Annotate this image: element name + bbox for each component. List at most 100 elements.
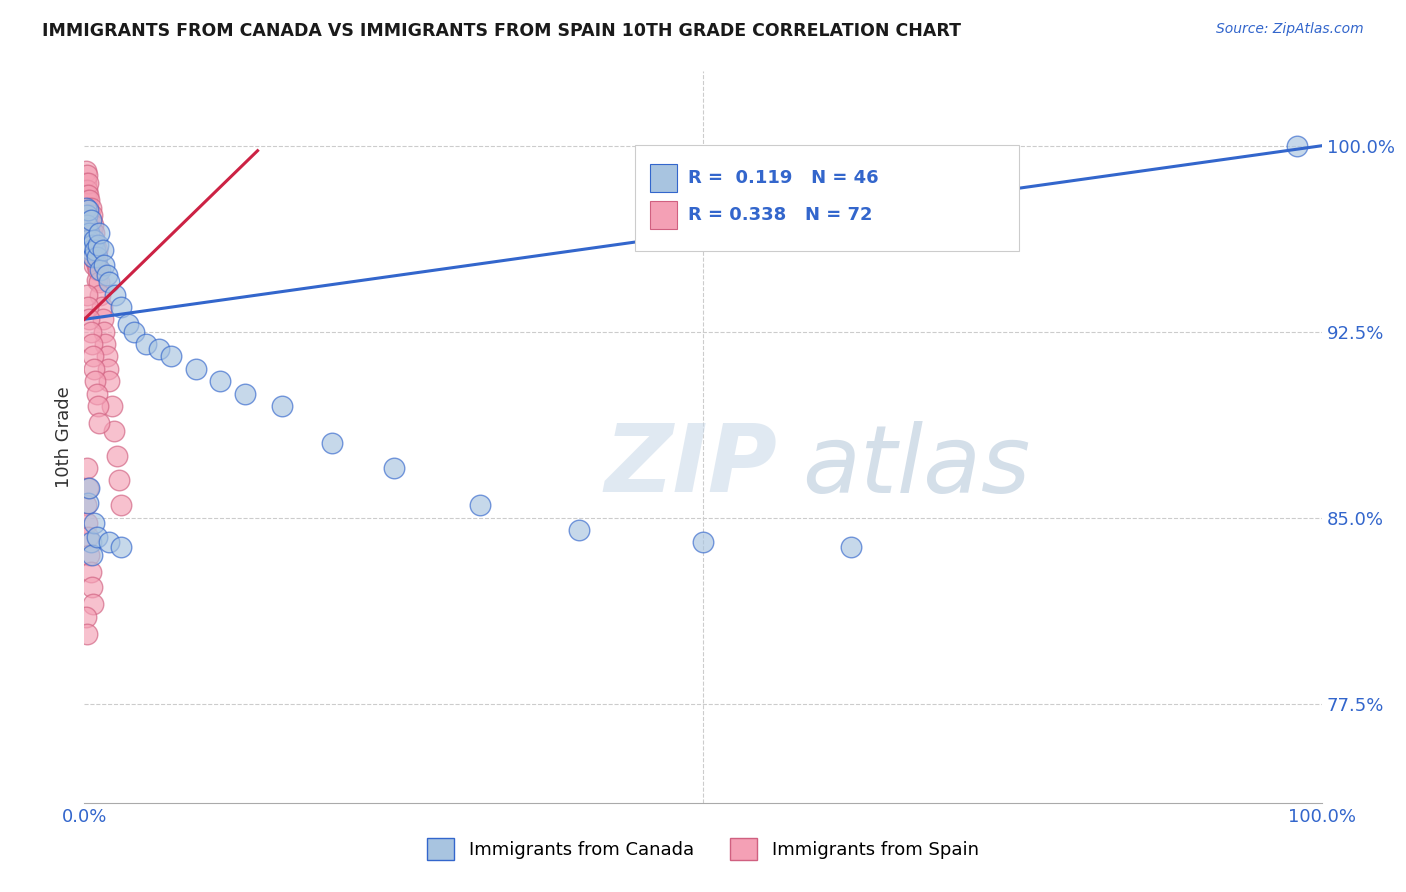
Point <box>79 218 101 232</box>
Point <box>83 243 105 257</box>
Text: R = 0.338   N = 72: R = 0.338 N = 72 <box>688 206 873 224</box>
Point <box>98 535 121 549</box>
Point <box>84 374 107 388</box>
Point <box>83 258 105 272</box>
Point <box>86 258 108 272</box>
Point <box>76 461 98 475</box>
Point <box>80 208 103 222</box>
Point <box>89 275 111 289</box>
Point <box>87 399 110 413</box>
Point <box>77 203 100 218</box>
Point <box>321 436 343 450</box>
Point <box>90 300 112 314</box>
Point <box>122 325 145 339</box>
Point <box>77 176 100 190</box>
Legend: Immigrants from Canada, Immigrants from Spain: Immigrants from Canada, Immigrants from … <box>420 830 986 867</box>
Point <box>79 548 101 562</box>
Point <box>77 188 100 202</box>
Point <box>89 287 111 301</box>
Point <box>76 213 98 227</box>
Point <box>110 541 132 555</box>
Point <box>110 498 132 512</box>
Point <box>83 233 105 247</box>
Point <box>96 350 118 364</box>
Point <box>76 169 98 183</box>
Point <box>96 268 118 282</box>
Point <box>98 374 121 388</box>
Point <box>184 362 207 376</box>
Point <box>79 243 101 257</box>
Point <box>75 188 97 202</box>
Text: ZIP: ZIP <box>605 420 778 512</box>
Point <box>76 203 98 218</box>
Point <box>79 226 101 240</box>
FancyBboxPatch shape <box>636 145 1018 251</box>
Point <box>89 226 111 240</box>
Point <box>76 208 98 222</box>
Point <box>87 262 110 277</box>
Point <box>79 213 101 227</box>
Point <box>82 250 104 264</box>
Point <box>79 201 101 215</box>
Text: atlas: atlas <box>801 421 1031 512</box>
Point <box>86 272 108 286</box>
Point <box>77 531 100 545</box>
Point <box>110 300 132 314</box>
Point <box>76 287 98 301</box>
Point <box>91 312 114 326</box>
Point <box>80 223 103 237</box>
Text: R =  0.119   N = 46: R = 0.119 N = 46 <box>688 169 879 187</box>
Point <box>80 337 103 351</box>
Point <box>209 374 232 388</box>
Y-axis label: 10th Grade: 10th Grade <box>55 386 73 488</box>
Point <box>82 598 104 612</box>
Point <box>100 399 122 413</box>
Point <box>80 238 103 252</box>
Point <box>841 541 863 555</box>
Point <box>77 300 100 314</box>
Point <box>86 250 108 264</box>
Point <box>76 218 98 232</box>
Point <box>108 474 131 488</box>
Point <box>135 337 157 351</box>
Point <box>76 194 98 208</box>
Bar <box>650 201 678 228</box>
Point <box>271 399 294 413</box>
Point <box>86 243 108 257</box>
Point <box>89 262 111 277</box>
Point <box>76 183 98 197</box>
Point <box>104 287 127 301</box>
Point <box>148 342 170 356</box>
Point <box>84 238 107 252</box>
Point <box>103 424 125 438</box>
Point <box>93 325 115 339</box>
Point <box>79 213 101 227</box>
Point <box>93 258 115 272</box>
Point <box>97 362 120 376</box>
Point <box>75 163 97 178</box>
Point <box>75 498 97 512</box>
Point <box>233 386 256 401</box>
Point <box>80 580 103 594</box>
Point <box>77 201 100 215</box>
Point <box>105 449 128 463</box>
Point <box>98 275 121 289</box>
Point <box>77 496 100 510</box>
Point <box>79 226 101 240</box>
Point <box>83 516 105 530</box>
Point <box>84 252 107 267</box>
Point <box>79 312 101 326</box>
Point <box>79 325 101 339</box>
Point <box>75 176 97 190</box>
Text: IMMIGRANTS FROM CANADA VS IMMIGRANTS FROM SPAIN 10TH GRADE CORRELATION CHART: IMMIGRANTS FROM CANADA VS IMMIGRANTS FRO… <box>42 22 962 40</box>
Point <box>692 535 714 549</box>
Point <box>82 218 104 232</box>
Bar <box>650 164 678 192</box>
Point <box>75 201 97 215</box>
Text: Source: ZipAtlas.com: Source: ZipAtlas.com <box>1216 22 1364 37</box>
Point <box>86 531 108 545</box>
Point <box>94 337 117 351</box>
Point <box>83 362 105 376</box>
Point <box>83 226 105 240</box>
Point <box>79 243 101 257</box>
